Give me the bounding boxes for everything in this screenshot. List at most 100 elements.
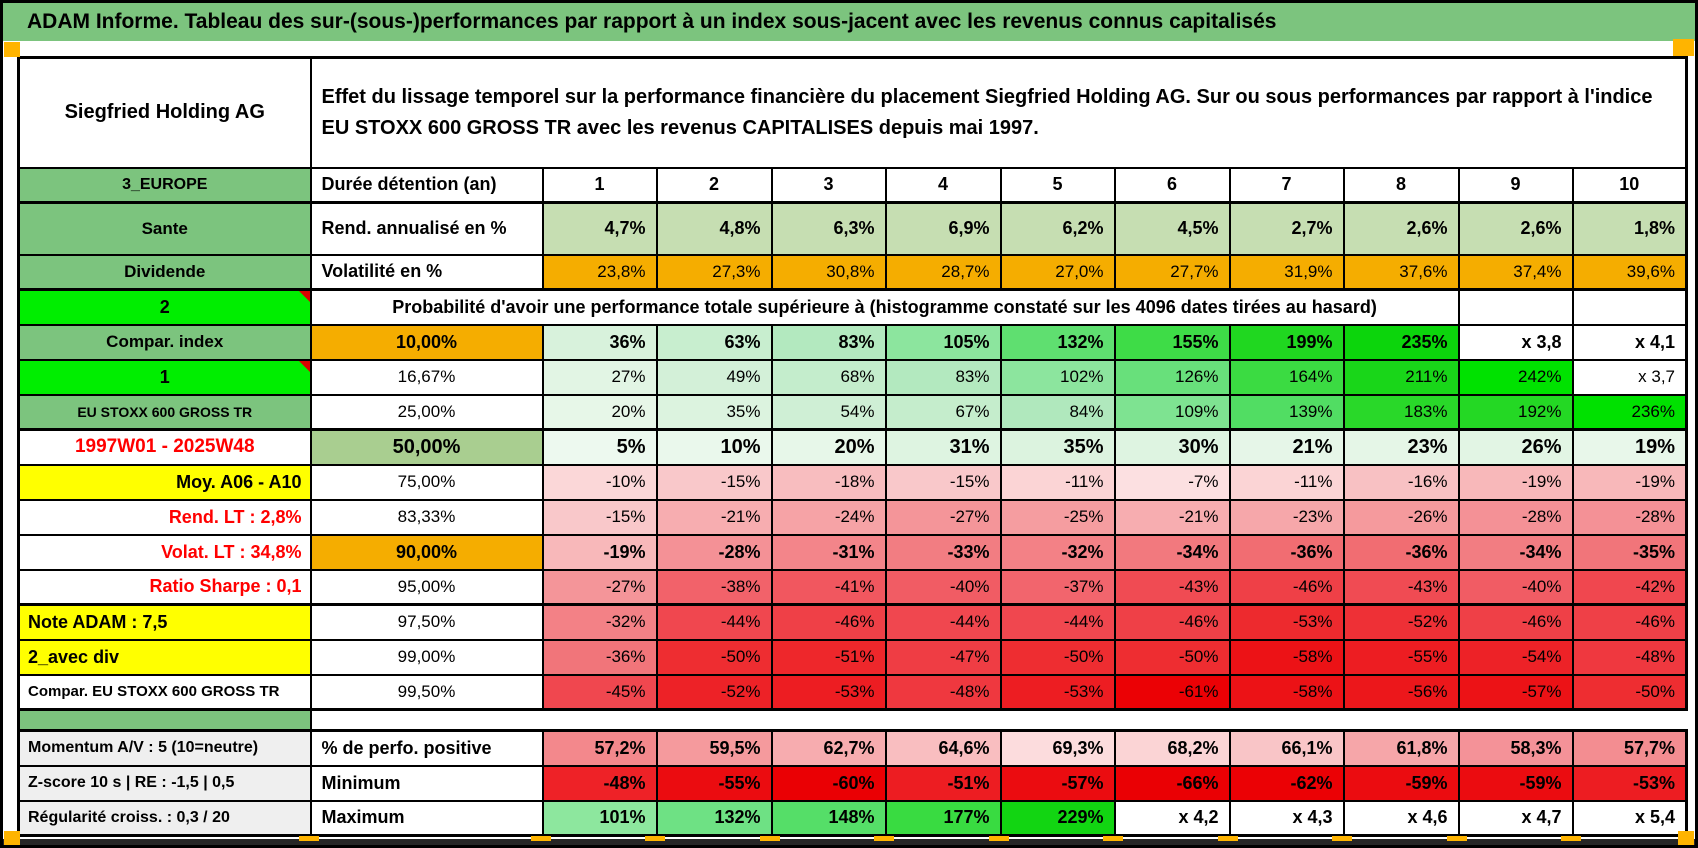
cell-duree-y3[interactable]: 3	[770, 166, 887, 204]
cell-p975-y4[interactable]: -44%	[884, 603, 1002, 641]
row-sublabel-p25[interactable]: 25,00%	[309, 393, 544, 431]
cell-p99-y5[interactable]: -50%	[999, 638, 1116, 676]
cell-p16-y1[interactable]: 27%	[541, 358, 658, 396]
cell-p90-y4[interactable]: -33%	[884, 533, 1002, 571]
cell-p99-y6[interactable]: -50%	[1113, 638, 1231, 676]
cell-perfo-y9[interactable]: 58,3%	[1457, 729, 1574, 767]
cell-perfo-y1[interactable]: 57,2%	[541, 729, 658, 767]
cell-p95-y8[interactable]: -43%	[1342, 568, 1460, 606]
cell-p25-y10[interactable]: 236%	[1571, 393, 1688, 431]
description-cell[interactable]: Effet du lissage temporel sur la perform…	[309, 56, 1688, 169]
cell-rend-y5[interactable]: 6,2%	[999, 201, 1116, 256]
cell-maximum-y4[interactable]: 177%	[884, 799, 1002, 837]
cell-minimum-y8[interactable]: -59%	[1342, 764, 1460, 802]
cell-maximum-y1[interactable]: 101%	[541, 799, 658, 837]
cell-p975-y5[interactable]: -44%	[999, 603, 1116, 641]
cell-p83-y5[interactable]: -25%	[999, 498, 1116, 536]
cell-p99-y1[interactable]: -36%	[541, 638, 658, 676]
cell-p25-y2[interactable]: 35%	[655, 393, 773, 431]
cell-volat-y9[interactable]: 37,4%	[1457, 253, 1574, 291]
row-sublabel-p95[interactable]: 95,00%	[309, 568, 544, 606]
cell-p10-y8[interactable]: 235%	[1342, 323, 1460, 361]
cell-p75-y7[interactable]: -11%	[1228, 463, 1345, 501]
row-label-p10[interactable]: Compar. index	[17, 323, 312, 361]
cell-p50-y9[interactable]: 26%	[1457, 428, 1574, 466]
row-sublabel-perfo[interactable]: % de perfo. positive	[309, 729, 544, 767]
cell-p995-y5[interactable]: -53%	[999, 673, 1116, 711]
row-label-duree[interactable]: 3_EUROPE	[17, 166, 312, 204]
cell-duree-y4[interactable]: 4	[884, 166, 1002, 204]
cell-rend-y3[interactable]: 6,3%	[770, 201, 887, 256]
cell-maximum-y5[interactable]: 229%	[999, 799, 1116, 837]
cell-p95-y2[interactable]: -38%	[655, 568, 773, 606]
cell-p95-y3[interactable]: -41%	[770, 568, 887, 606]
cell-p975-y2[interactable]: -44%	[655, 603, 773, 641]
cell-p83-y8[interactable]: -26%	[1342, 498, 1460, 536]
cell-p83-y10[interactable]: -28%	[1571, 498, 1688, 536]
cell-p975-y7[interactable]: -53%	[1228, 603, 1345, 641]
cell-perfo-y4[interactable]: 64,6%	[884, 729, 1002, 767]
cell-p25-y9[interactable]: 192%	[1457, 393, 1574, 431]
cell-p16-y5[interactable]: 102%	[999, 358, 1116, 396]
row-label-p16[interactable]: 1	[17, 358, 312, 396]
stock-name-cell[interactable]: Siegfried Holding AG	[17, 56, 312, 169]
cell-perfo-y10[interactable]: 57,7%	[1571, 729, 1688, 767]
cell-p75-y2[interactable]: -15%	[655, 463, 773, 501]
cell-p975-y3[interactable]: -46%	[770, 603, 887, 641]
cell-p90-y6[interactable]: -34%	[1113, 533, 1231, 571]
cell-p995-y10[interactable]: -50%	[1571, 673, 1688, 711]
row-label-p25[interactable]: EU STOXX 600 GROSS TR	[17, 393, 312, 431]
row-label-p95[interactable]: Ratio Sharpe : 0,1	[17, 568, 312, 606]
row-label-rend[interactable]: Sante	[17, 201, 312, 256]
cell-p90-y10[interactable]: -35%	[1571, 533, 1688, 571]
cell-p995-y8[interactable]: -56%	[1342, 673, 1460, 711]
row-sublabel-minimum[interactable]: Minimum	[309, 764, 544, 802]
cell-p25-y6[interactable]: 109%	[1113, 393, 1231, 431]
cell-p16-y7[interactable]: 164%	[1228, 358, 1345, 396]
cell-volat-y4[interactable]: 28,7%	[884, 253, 1002, 291]
cell-rend-y9[interactable]: 2,6%	[1457, 201, 1574, 256]
cell-p25-y5[interactable]: 84%	[999, 393, 1116, 431]
cell-rend-y8[interactable]: 2,6%	[1342, 201, 1460, 256]
cell-minimum-y5[interactable]: -57%	[999, 764, 1116, 802]
cell-p50-y5[interactable]: 35%	[999, 428, 1116, 466]
cell-maximum-y10[interactable]: x 5,4	[1571, 799, 1688, 837]
cell-p10-y5[interactable]: 132%	[999, 323, 1116, 361]
cell-p50-y3[interactable]: 20%	[770, 428, 887, 466]
cell-perfo-y8[interactable]: 61,8%	[1342, 729, 1460, 767]
cell-p995-y1[interactable]: -45%	[541, 673, 658, 711]
row-sublabel-rend[interactable]: Rend. annualisé en %	[309, 201, 544, 256]
row-label-maximum[interactable]: Régularité croiss. : 0,3 / 20	[17, 799, 312, 837]
cell-maximum-y8[interactable]: x 4,6	[1342, 799, 1460, 837]
cell-p83-y7[interactable]: -23%	[1228, 498, 1345, 536]
cell-p99-y7[interactable]: -58%	[1228, 638, 1345, 676]
cell-p75-y9[interactable]: -19%	[1457, 463, 1574, 501]
cell-p83-y2[interactable]: -21%	[655, 498, 773, 536]
cell-p10-y1[interactable]: 36%	[541, 323, 658, 361]
row-label-p995[interactable]: Compar. EU STOXX 600 GROSS TR	[17, 673, 312, 711]
cell-duree-y2[interactable]: 2	[655, 166, 773, 204]
row-sublabel-p16[interactable]: 16,67%	[309, 358, 544, 396]
cell-proba-y10[interactable]	[1571, 288, 1688, 326]
cell-p975-y6[interactable]: -46%	[1113, 603, 1231, 641]
cell-p83-y3[interactable]: -24%	[770, 498, 887, 536]
row-label-perfo[interactable]: Momentum A/V : 5 (10=neutre)	[17, 729, 312, 767]
cell-minimum-y3[interactable]: -60%	[770, 764, 887, 802]
cell-p75-y10[interactable]: -19%	[1571, 463, 1688, 501]
cell-p16-y2[interactable]: 49%	[655, 358, 773, 396]
cell-p50-y10[interactable]: 19%	[1571, 428, 1688, 466]
span-header-proba[interactable]: Probabilité d'avoir une performance tota…	[309, 288, 1460, 326]
cell-p99-y2[interactable]: -50%	[655, 638, 773, 676]
cell-p50-y7[interactable]: 21%	[1228, 428, 1345, 466]
row-sublabel-p995[interactable]: 99,50%	[309, 673, 544, 711]
cell-volat-y5[interactable]: 27,0%	[999, 253, 1116, 291]
cell-volat-y1[interactable]: 23,8%	[541, 253, 658, 291]
cell-proba-y9[interactable]	[1457, 288, 1574, 326]
cell-rend-y4[interactable]: 6,9%	[884, 201, 1002, 256]
cell-p95-y6[interactable]: -43%	[1113, 568, 1231, 606]
cell-p75-y8[interactable]: -16%	[1342, 463, 1460, 501]
cell-p90-y8[interactable]: -36%	[1342, 533, 1460, 571]
cell-p75-y4[interactable]: -15%	[884, 463, 1002, 501]
cell-minimum-y7[interactable]: -62%	[1228, 764, 1345, 802]
cell-p75-y6[interactable]: -7%	[1113, 463, 1231, 501]
